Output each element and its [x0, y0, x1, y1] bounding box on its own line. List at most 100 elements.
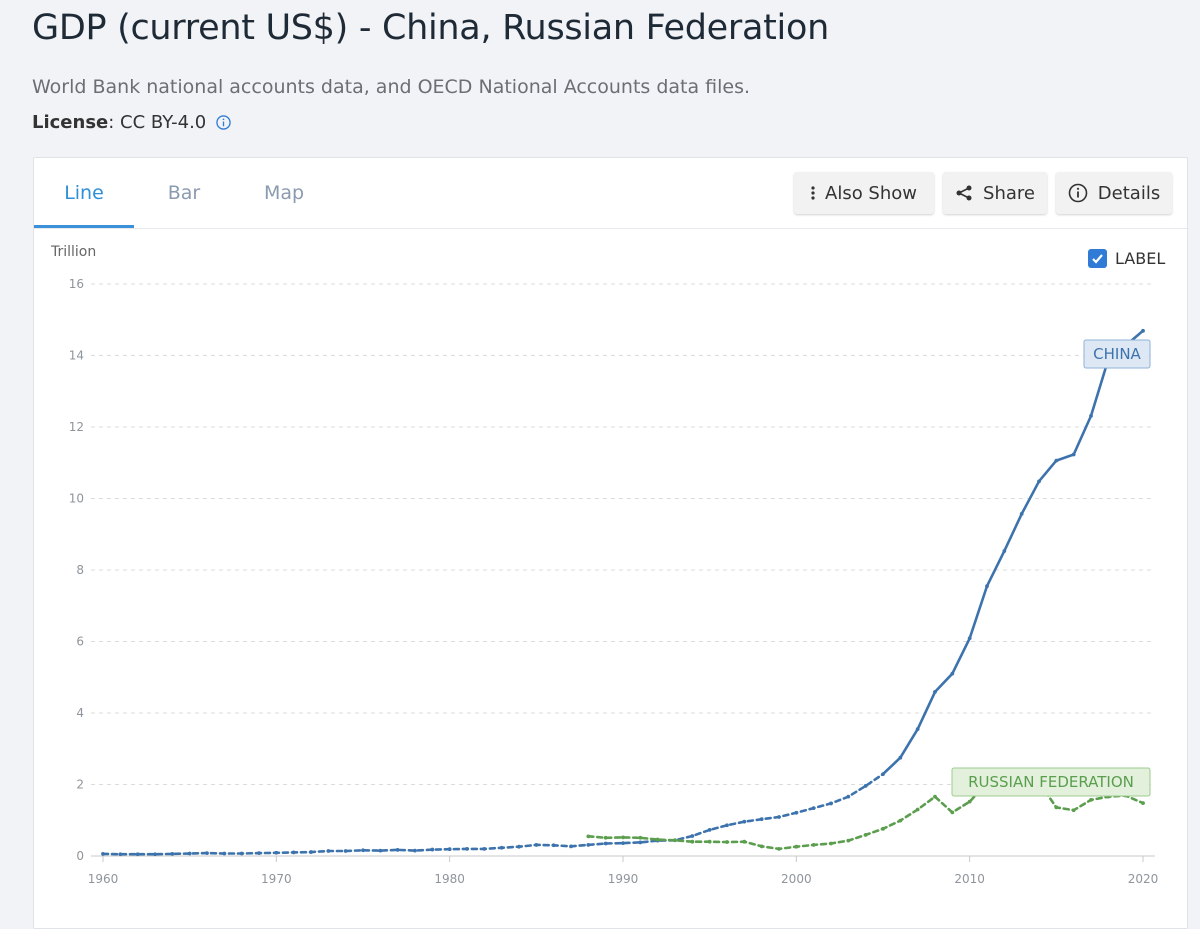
- tab-line[interactable]: Line: [34, 158, 134, 228]
- china-series-label-text: CHINA: [1093, 345, 1141, 363]
- china-data-point: [794, 810, 799, 815]
- info-icon[interactable]: [216, 115, 231, 130]
- y-tick-label: 12: [69, 420, 84, 434]
- china-data-point: [846, 794, 851, 799]
- china-data-point: [1141, 328, 1145, 333]
- chart-type-tabs: Line Bar Map: [34, 158, 334, 228]
- russia-data-point: [811, 843, 816, 847]
- tab-bar[interactable]: Bar: [167, 182, 201, 204]
- russia-series-label-text: RUSSIAN FEDERATION: [968, 773, 1134, 791]
- label-checkbox[interactable]: [1088, 249, 1107, 268]
- y-tick-label: 10: [69, 492, 84, 506]
- y-tick-label: 8: [76, 563, 84, 577]
- russia-series-label-box: [951, 767, 1151, 797]
- china-data-point: [135, 852, 140, 857]
- russia-data-point: [690, 839, 695, 844]
- china-data-point: [378, 848, 383, 853]
- russia-data-point: [742, 839, 747, 844]
- tab-map[interactable]: Map: [263, 182, 305, 204]
- china-data-point: [742, 819, 747, 824]
- y-tick-label: 4: [76, 706, 84, 720]
- china-data-point: [482, 846, 487, 851]
- china-data-point: [430, 847, 435, 852]
- russia-data-point: [586, 834, 591, 839]
- details-button[interactable]: Details: [1056, 172, 1172, 214]
- russia-data-point: [777, 846, 781, 851]
- russia-data-point: [881, 826, 885, 831]
- china-data-point: [222, 851, 227, 856]
- also-show-button[interactable]: Also Show: [794, 172, 934, 214]
- china-data-point: [170, 851, 175, 856]
- y-tick-label: 0: [76, 849, 84, 863]
- china-data-point: [239, 851, 244, 856]
- china-line-solid: [882, 329, 1144, 776]
- china-data-point: [690, 834, 695, 838]
- china-data-point: [118, 852, 123, 857]
- china-data-point: [1071, 452, 1076, 457]
- china-data-point: [863, 784, 868, 788]
- china-data-point: [777, 815, 781, 819]
- china-data-point: [603, 841, 608, 846]
- checkmark-icon: [1092, 254, 1103, 264]
- russia-data-point: [1089, 797, 1093, 802]
- x-tick-label: 2000: [781, 872, 812, 886]
- russia-data-point: [1071, 808, 1076, 813]
- russia-data-point: [794, 844, 799, 849]
- label-toggle[interactable]: LABEL: [1088, 249, 1165, 268]
- china-data-point: [1054, 458, 1059, 463]
- china-data-point: [517, 844, 521, 849]
- y-tick-label: 14: [69, 349, 84, 363]
- page-title: GDP (current US$) - China, Russian Feder…: [32, 8, 829, 48]
- china-data-point: [725, 823, 729, 828]
- russia-data-point: [829, 841, 833, 846]
- china-data-point: [187, 851, 192, 856]
- share-button[interactable]: Share: [943, 172, 1047, 214]
- russia-data-point: [655, 837, 660, 842]
- china-data-point: [967, 636, 972, 641]
- china-data-point: [586, 843, 591, 847]
- china-data-point: [898, 755, 903, 760]
- china-data-point: [447, 847, 452, 852]
- label-toggle-text: LABEL: [1115, 249, 1166, 268]
- china-data-point: [1002, 549, 1007, 553]
- russia-data-point: [915, 807, 920, 812]
- x-tick-label: 1990: [608, 872, 639, 886]
- china-data-point: [811, 806, 816, 810]
- share-label: Share: [983, 182, 1035, 204]
- russia-data-point: [967, 799, 972, 804]
- russia-data-point: [673, 838, 677, 843]
- russia-data-point: [638, 835, 643, 840]
- y-tick-label: 16: [69, 277, 84, 291]
- russia-data-point: [603, 835, 608, 840]
- share-icon: [956, 185, 972, 201]
- line-chart: Trillion 0 2 4 6 8 10 12 14 16 1960 1970 1980 1990 20…: [50, 244, 1159, 886]
- x-tick-label: 2020: [1128, 872, 1159, 886]
- china-series-label: CHINA: [1083, 339, 1151, 369]
- china-data-point: [205, 851, 209, 856]
- china-data-point: [1089, 414, 1093, 418]
- china-data-point: [1037, 479, 1041, 484]
- china-data-point: [465, 846, 469, 851]
- china-data-point: [933, 690, 937, 694]
- china-data-point: [257, 851, 261, 856]
- y-axis-unit-label: Trillion: [50, 244, 96, 260]
- x-tick-label: 2010: [954, 872, 985, 886]
- russia-data-point: [846, 838, 851, 843]
- x-tick-label: 1980: [434, 872, 465, 886]
- x-tick-label: 1970: [261, 872, 292, 886]
- china-data-point: [950, 671, 955, 676]
- china-data-point: [343, 849, 348, 853]
- china-line-dashed: [101, 772, 885, 856]
- license-value: : CC BY-4.0: [108, 112, 207, 133]
- china-data-point: [499, 845, 504, 850]
- y-tick-label: 2: [76, 778, 84, 792]
- china-data-point: [881, 772, 885, 777]
- china-data-point: [707, 828, 712, 832]
- china-data-point: [638, 840, 643, 845]
- russia-data-point: [950, 810, 955, 815]
- china-data-point: [915, 727, 920, 731]
- china-series-label-box: [1083, 339, 1151, 369]
- china-data-point: [326, 849, 331, 853]
- russia-data-point: [759, 844, 764, 849]
- china-data-point: [153, 852, 157, 857]
